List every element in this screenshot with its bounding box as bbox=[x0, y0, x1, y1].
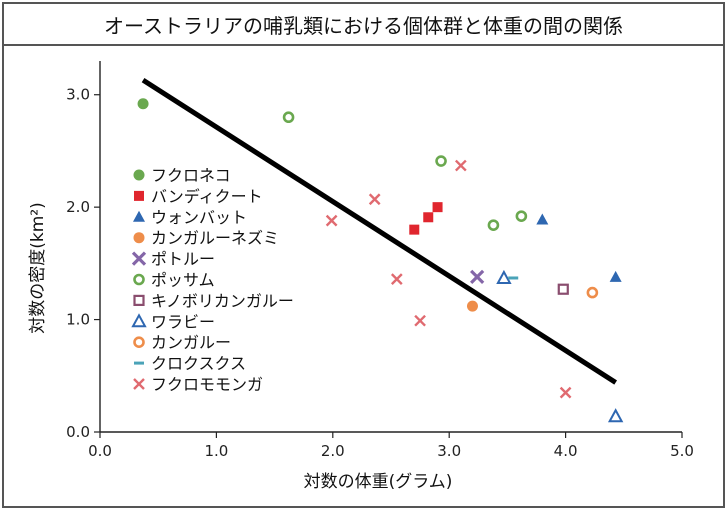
data-point bbox=[470, 269, 485, 284]
data-point bbox=[368, 193, 381, 206]
legend-label: カンガルーネズミ bbox=[151, 229, 279, 248]
legend-marker bbox=[131, 251, 147, 266]
legend-item: カンガルー bbox=[133, 333, 231, 352]
data-point bbox=[454, 159, 467, 172]
legend-label: ウォンバット bbox=[151, 208, 247, 227]
data-point bbox=[466, 300, 478, 312]
trend-line-group bbox=[141, 78, 617, 385]
chart-title: オーストラリアの哺乳類における個体群と体重の間の関係 bbox=[4, 4, 723, 46]
legend-item: ポトルー bbox=[131, 250, 215, 269]
legend-marker bbox=[134, 190, 144, 201]
data-point bbox=[409, 224, 420, 235]
data-point bbox=[325, 214, 338, 227]
data-point bbox=[137, 98, 149, 110]
data-point bbox=[609, 270, 622, 282]
x-tick-label: 4.0 bbox=[554, 442, 578, 460]
x-tick-label: 2.0 bbox=[321, 442, 345, 460]
data-point bbox=[586, 286, 599, 299]
legend-item: フクロネコ bbox=[133, 166, 231, 185]
legend: フクロネコバンディクートウォンバットカンガルーネズミポトルーポッサムキノボリカン… bbox=[131, 166, 294, 394]
data-point bbox=[435, 155, 447, 167]
x-tick-label: 3.0 bbox=[437, 442, 461, 460]
data-point bbox=[496, 269, 512, 284]
legend-label: ポトルー bbox=[151, 250, 215, 269]
data-point bbox=[515, 210, 528, 222]
y-axis-label: 対数の密度(km²) bbox=[28, 202, 48, 333]
data-point bbox=[487, 219, 500, 231]
x-axis-label: 対数の体重(グラム) bbox=[304, 472, 453, 492]
legend-marker bbox=[133, 378, 145, 390]
x-tick-label: 0.0 bbox=[88, 442, 112, 460]
legend-marker bbox=[133, 169, 145, 181]
data-point bbox=[607, 408, 624, 423]
legend-item: ワラビー bbox=[131, 312, 215, 331]
legend-label: ワラビー bbox=[151, 312, 215, 331]
y-tick-label: 1.0 bbox=[66, 311, 90, 329]
data-point bbox=[423, 212, 434, 223]
y-tick-label: 2.0 bbox=[66, 198, 90, 216]
data-point bbox=[390, 273, 403, 285]
data-point bbox=[414, 314, 426, 327]
legend-item: キノボリカンガルー bbox=[133, 291, 294, 310]
data-point bbox=[536, 213, 549, 225]
x-tick-label: 1.0 bbox=[204, 442, 228, 460]
y-tick-label: 0.0 bbox=[66, 423, 90, 441]
legend-item: カンガルーネズミ bbox=[133, 229, 279, 248]
legend-label: クロクスクス bbox=[151, 354, 246, 373]
legend-label: フクロネコ bbox=[151, 166, 231, 185]
legend-marker bbox=[133, 336, 145, 349]
legend-label: フクロモモンガ bbox=[151, 375, 263, 394]
legend-marker bbox=[131, 313, 147, 328]
data-point bbox=[282, 111, 295, 124]
x-tick-label: 5.0 bbox=[670, 442, 694, 460]
data-points bbox=[137, 98, 624, 423]
trend-line bbox=[141, 78, 617, 385]
data-point bbox=[557, 283, 569, 295]
legend-marker bbox=[133, 232, 145, 244]
legend-label: バンディクート bbox=[151, 187, 263, 206]
axes: 0.0 1.0 2.0 3.0 4.0 5.0 0.0 1.0 2.0 3.0 bbox=[66, 61, 694, 460]
legend-item: バンディクート bbox=[134, 187, 263, 206]
legend-label: カンガルー bbox=[151, 333, 231, 352]
data-point bbox=[559, 386, 572, 399]
legend-item: ポッサム bbox=[133, 271, 215, 290]
legend-label: ポッサム bbox=[151, 271, 215, 290]
legend-marker bbox=[133, 294, 145, 306]
legend-label: キノボリカンガルー bbox=[151, 291, 294, 310]
legend-item: クロクスクス bbox=[134, 354, 246, 373]
legend-marker bbox=[133, 210, 145, 222]
y-tick-label: 3.0 bbox=[66, 86, 90, 104]
data-point bbox=[432, 202, 443, 213]
legend-item: フクロモモンガ bbox=[133, 375, 263, 394]
legend-item: ウォンバット bbox=[133, 208, 247, 227]
legend-marker bbox=[133, 273, 145, 286]
